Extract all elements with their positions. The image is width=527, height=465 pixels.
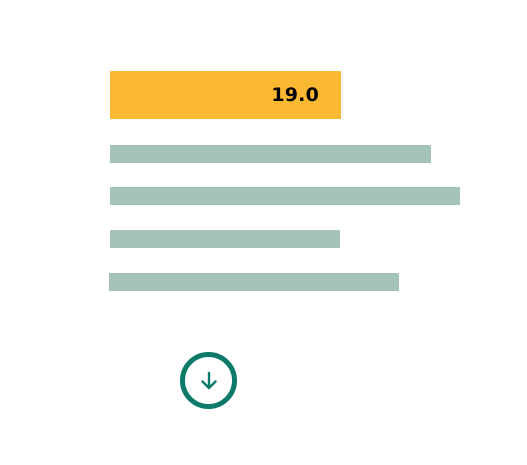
download-arrow-icon: [200, 371, 217, 389]
placeholder-bar-1: [110, 145, 431, 163]
download-button[interactable]: [180, 352, 237, 409]
highlight-value: 19.0: [271, 84, 319, 106]
placeholder-bar-3: [110, 230, 340, 248]
placeholder-bar-2: [110, 187, 460, 205]
highlight-bar: 19.0: [110, 71, 341, 119]
placeholder-bar-4: [109, 273, 399, 291]
